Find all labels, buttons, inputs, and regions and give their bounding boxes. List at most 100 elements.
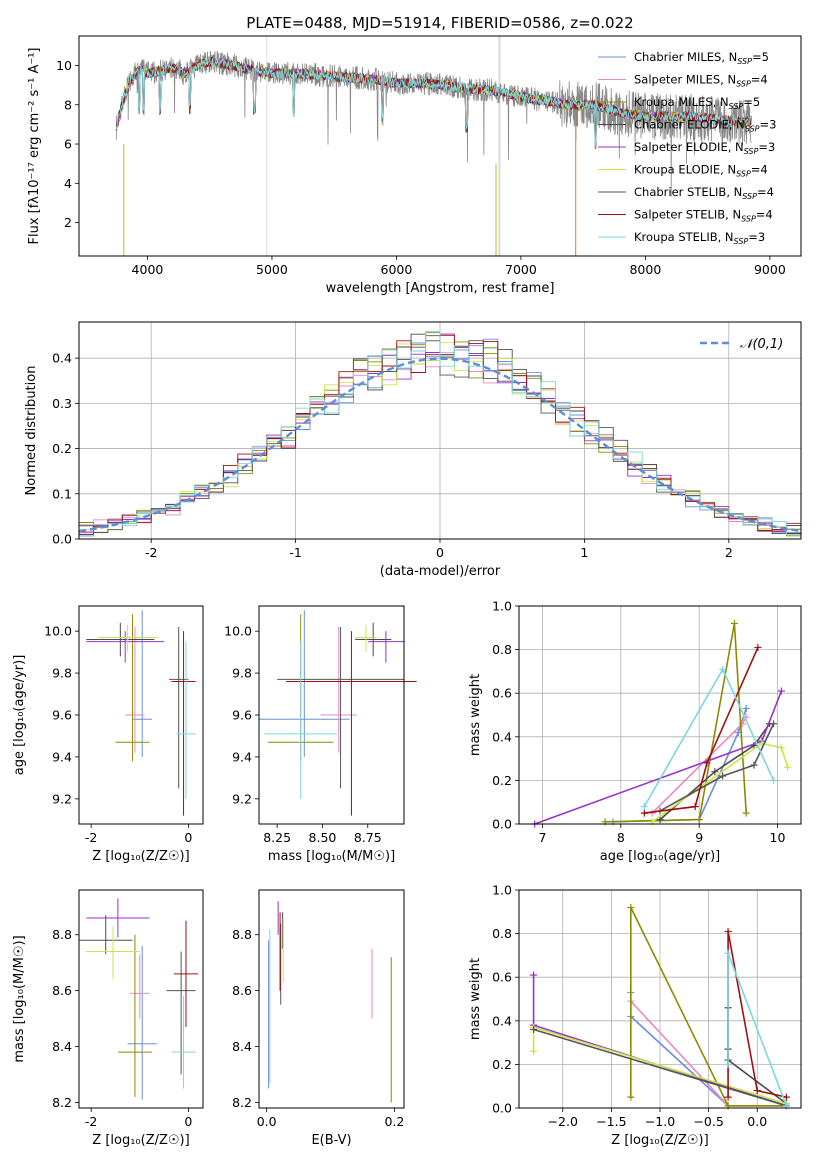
plot-area xyxy=(531,619,792,828)
panel-0: 4000 5000 6000 7000 8000 9000 2 4 6 8 10 wavelength… xyxy=(27,35,802,296)
x-tick-label: 8.25 xyxy=(263,830,291,845)
mass-weight-point xyxy=(695,816,703,824)
y-tick-label: 9.2 xyxy=(52,791,72,806)
x-tick-label: 10 xyxy=(770,830,786,845)
x-tick-label: 4000 xyxy=(132,262,164,277)
y-axis-label: age [log₁₀(age/yr)] xyxy=(12,655,27,776)
x-axis-label: (data-model)/error xyxy=(380,564,501,579)
mass-weight-line xyxy=(644,647,759,814)
y-tick-label: 0.0 xyxy=(492,817,512,832)
y-tick-label: 0.4 xyxy=(492,1013,512,1028)
plot-area xyxy=(259,610,417,816)
plot-area xyxy=(79,331,801,537)
y-tick-label: 9.2 xyxy=(232,791,252,806)
y-axis-label: mass [log₁₀(M/M☉)] xyxy=(12,935,27,1062)
y-tick-label: 1.0 xyxy=(492,599,512,614)
x-axis-label: E(B-V) xyxy=(311,1133,351,1148)
x-tick-label: 8.50 xyxy=(309,830,337,845)
y-tick-label: 4 xyxy=(64,176,72,191)
y-tick-label: 9.4 xyxy=(232,749,252,764)
y-tick-label: 8.4 xyxy=(52,1039,72,1054)
masked-region xyxy=(498,36,501,256)
mass-weight-point xyxy=(782,1093,790,1101)
x-tick-label: 0.0 xyxy=(257,1114,277,1129)
x-tick-label: −1.0 xyxy=(645,1114,675,1129)
legend-entry: Kroupa STELIB, NSSP=3 xyxy=(634,230,765,246)
axes-frame xyxy=(78,889,204,1109)
mass-weight-point xyxy=(530,1026,538,1034)
mass-weight-point xyxy=(742,809,750,817)
mass-weight-point xyxy=(530,971,538,979)
y-tick-label: 10.0 xyxy=(224,624,252,639)
y-tick-label: 0.8 xyxy=(492,926,512,941)
mass-weight-point xyxy=(530,1047,538,1055)
x-tick-label: -1 xyxy=(289,545,301,560)
panel-5: -2 0 8.2 8.4 8.6 8.8 Z [log₁₀(Z/Z☉)] mass [log₁… xyxy=(12,889,204,1148)
axes-frame xyxy=(78,35,802,257)
y-axis-label: mass weight xyxy=(468,674,483,756)
legend-entry: Salpeter STELIB, NSSP=4 xyxy=(634,208,773,224)
mass-weight-point xyxy=(784,763,792,771)
y-tick-label: 1.0 xyxy=(492,883,512,898)
x-tick-label: 2 xyxy=(725,545,733,560)
plot-area xyxy=(86,610,196,816)
x-tick-label: 6000 xyxy=(381,262,413,277)
legend-entry: Kroupa ELODIE, NSSP=4 xyxy=(634,163,768,179)
x-axis-label: mass [log₁₀(M/M☉)] xyxy=(268,849,395,864)
x-axis-label: Z [log₁₀(Z/Z☉)] xyxy=(92,1133,189,1148)
mass-weight-point xyxy=(777,687,785,695)
mass-weight-point xyxy=(627,903,635,911)
y-tick-label: 8.8 xyxy=(232,927,252,942)
y-tick-label: 8.4 xyxy=(232,1039,252,1054)
legend-entry: 𝒩(0,1) xyxy=(740,337,783,352)
mass-weight-point xyxy=(627,1093,635,1101)
y-tick-label: 2 xyxy=(64,215,72,230)
x-tick-label: 0 xyxy=(436,545,444,560)
model-spectrum-line xyxy=(115,55,752,149)
x-tick-label: 0.2 xyxy=(384,1114,404,1129)
x-tick-label: -2 xyxy=(85,1114,97,1129)
y-tick-label: 0.2 xyxy=(52,441,72,456)
x-tick-label: 8000 xyxy=(629,262,661,277)
y-axis-label: Normed distribution xyxy=(24,366,39,496)
panel-7: −2.0 −1.5 −1.0 −0.5 0.0 0.0 0.2 0.4 0.6 0.8 1.0 Z [… xyxy=(468,883,802,1148)
x-tick-label: 0 xyxy=(184,1114,192,1129)
y-tick-label: 8 xyxy=(64,97,72,112)
x-tick-label: −2.0 xyxy=(548,1114,578,1129)
x-axis-label: Z [log₁₀(Z/Z☉)] xyxy=(611,1133,708,1148)
legend-entry: Salpeter ELODIE, NSSP=3 xyxy=(634,140,775,156)
mass-weight-point xyxy=(753,1087,761,1095)
panel-bg xyxy=(79,890,203,1108)
axes-frame xyxy=(518,605,802,825)
plot-area xyxy=(268,901,392,1103)
mass-weight-point xyxy=(724,1093,732,1101)
x-axis-label: Z [log₁₀(Z/Z☉)] xyxy=(92,849,189,864)
panel-3: 8.25 8.50 8.75 9.2 9.4 9.6 9.8 10.0 mass [log₁₀(… xyxy=(224,605,417,864)
y-tick-label: 0.4 xyxy=(492,729,512,744)
mass-weight-line xyxy=(612,708,747,823)
normal-curve xyxy=(79,357,801,533)
mass-weight-line xyxy=(643,667,775,807)
x-axis-label: wavelength [Angstrom, rest frame] xyxy=(326,281,555,296)
legend-entry: Chabrier ELODIE, NSSP=3 xyxy=(634,118,776,134)
y-tick-label: 0.6 xyxy=(492,970,512,985)
mass-weight-line xyxy=(651,742,789,823)
x-tick-label: 5000 xyxy=(256,262,288,277)
x-tick-label: 9000 xyxy=(754,262,786,277)
y-tick-label: 0.0 xyxy=(52,532,72,547)
y-tick-label: 10.0 xyxy=(44,624,72,639)
x-tick-label: 7000 xyxy=(505,262,537,277)
y-tick-label: 9.6 xyxy=(52,708,72,723)
y-tick-label: 0.6 xyxy=(492,686,512,701)
plot-area xyxy=(115,36,752,256)
y-tick-label: 6 xyxy=(64,137,72,152)
mass-weight-line xyxy=(534,690,783,825)
x-tick-label: -2 xyxy=(85,830,97,845)
y-tick-label: 8.6 xyxy=(232,983,252,998)
plot-area xyxy=(79,890,203,1108)
x-tick-label: -2 xyxy=(145,545,157,560)
legend-entry: Chabrier STELIB, NSSP=4 xyxy=(634,185,774,201)
mass-weight-point xyxy=(750,761,758,769)
y-tick-label: 0.2 xyxy=(492,773,512,788)
